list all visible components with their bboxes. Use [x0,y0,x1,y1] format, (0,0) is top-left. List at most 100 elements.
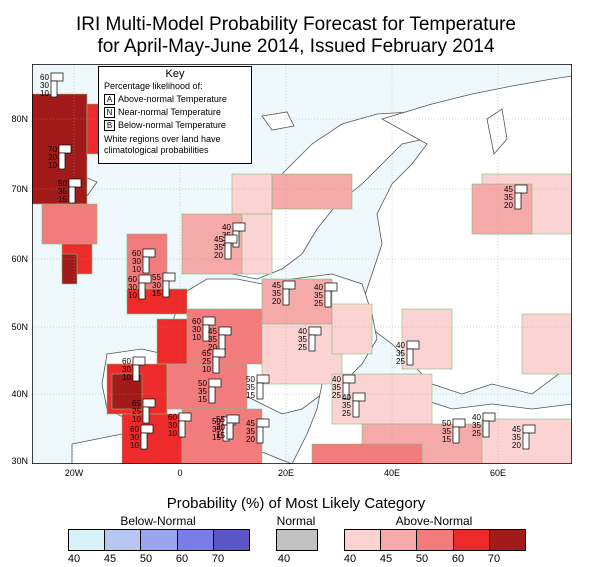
map-title-line2: for April-May-June 2014, Issued February… [97,36,495,57]
forecast-near-value: 35 [472,421,481,430]
forecast-box-frame [218,326,232,336]
lon-label-0: 0 [177,468,183,478]
key-subtitle: Percentage likelihood of: [104,81,203,91]
shade-cell [241,213,273,275]
lat-label-50n: 50N [11,322,28,332]
legend-normal-label: Normal [276,514,316,528]
forecast-above-value: 55 [216,415,225,424]
forecast-above-value: 45 [504,185,513,194]
shade-cell [126,288,188,315]
legend-below-swatch [177,530,214,550]
forecast-box-frame [324,290,332,308]
forecast-above-value: 60 [122,357,131,366]
legend-above-label: Above-Normal [395,514,473,528]
forecast-below-value: 20 [246,435,255,444]
forecast-above-value: 40 [314,283,323,292]
key-letter-n: N [104,107,115,119]
legend-above-swatch [381,530,418,550]
key-note-line2: climatological probabilities [104,145,209,155]
forecast-above-value: 60 [132,249,141,258]
forecast-above-value: 60 [128,275,137,284]
forecast-near-value: 20 [48,153,57,162]
legend-above-tick: 40 [343,553,357,565]
key-letter-a: A [104,94,115,106]
forecast-below-value: 25 [298,343,307,352]
forecast-above-value: 40 [332,375,341,384]
forecast-below-value: 20 [512,441,521,450]
forecast-box-frame [482,412,496,422]
legend-normal-swatch [277,530,317,550]
forecast-box-frame [308,326,322,336]
shade-cell [186,308,268,365]
legend-below-tick: 70 [211,553,225,565]
legend-normal-bar [276,529,318,551]
key-label-above: Above-normal Temperature [118,94,227,104]
forecast-near-value: 35 [208,335,217,344]
shade-cell [166,363,248,410]
shade-cell [261,323,343,385]
forecast-above-value: 45 [512,425,521,434]
forecast-box-frame [142,248,156,258]
forecast-box-frame [212,356,220,374]
lat-label-60n: 60N [11,254,28,264]
forecast-box-frame [406,340,420,350]
shade-cell [121,413,183,464]
forecast-box-frame [232,222,246,232]
forecast-near-value: 25 [202,357,211,366]
forecast-near-value: 35 [214,243,223,252]
key-item-above: A Above-normal Temperature [99,93,251,106]
forecast-below-value: 20 [504,201,513,210]
key-label-near: Near-normal Temperature [118,107,221,117]
forecast-box-frame [132,364,140,382]
forecast-near-value: 30 [122,365,131,374]
forecast-boxes: 6030107020107020105035154535204035254535… [40,72,536,450]
forecast-box-frame [226,422,234,440]
legend-below-swatch [141,530,178,550]
forecast-near-value: 30 [152,281,161,290]
forecast-box-frame [218,334,226,352]
forecast-box-frame [352,400,360,418]
legend-title: Probability (%) of Most Likely Category [166,495,426,512]
forecast-near-value: 35 [246,383,255,392]
forecast-above-value: 60 [130,425,139,434]
legend-below-swatch [105,530,142,550]
forecast-map: 6030107020107020105035154535204035254535… [11,64,572,478]
key-letter-b: B [104,120,115,132]
forecast-near-value: 30 [130,433,139,442]
forecast-box-frame [226,414,240,424]
shade-cell [331,303,373,355]
forecast-box-frame [256,426,264,444]
forecast-box-frame [308,334,316,352]
forecast-box-frame [324,282,338,292]
forecast-below-value: 10 [132,265,141,274]
shade-cell [61,253,78,285]
forecast-above-value: 45 [214,235,223,244]
forecast-near-value: 35 [342,401,351,410]
key-title: Key [165,68,185,80]
forecast-box-frame [50,72,64,82]
map-title-line1: IRI Multi-Model Probability Forecast for… [76,14,516,35]
forecast-box-frame [482,420,490,438]
forecast-above-value: 55 [152,273,161,282]
legend-above-tick: 45 [379,553,393,565]
forecast-above-value: 60 [40,73,49,82]
key-note-line1: White regions over land have [104,134,221,144]
forecast-below-value: 15 [442,435,451,444]
forecast-box-frame [140,424,154,434]
forecast-box-frame [224,234,238,244]
